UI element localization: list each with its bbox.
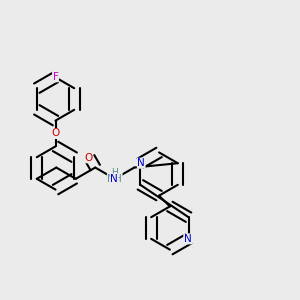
Text: H: H (111, 168, 118, 177)
Text: N: N (184, 234, 191, 244)
Text: NH: NH (107, 173, 122, 184)
Text: O: O (51, 128, 60, 139)
Text: N: N (137, 158, 145, 168)
Text: N: N (110, 174, 118, 184)
Text: F: F (52, 72, 59, 82)
Text: O: O (84, 153, 92, 163)
